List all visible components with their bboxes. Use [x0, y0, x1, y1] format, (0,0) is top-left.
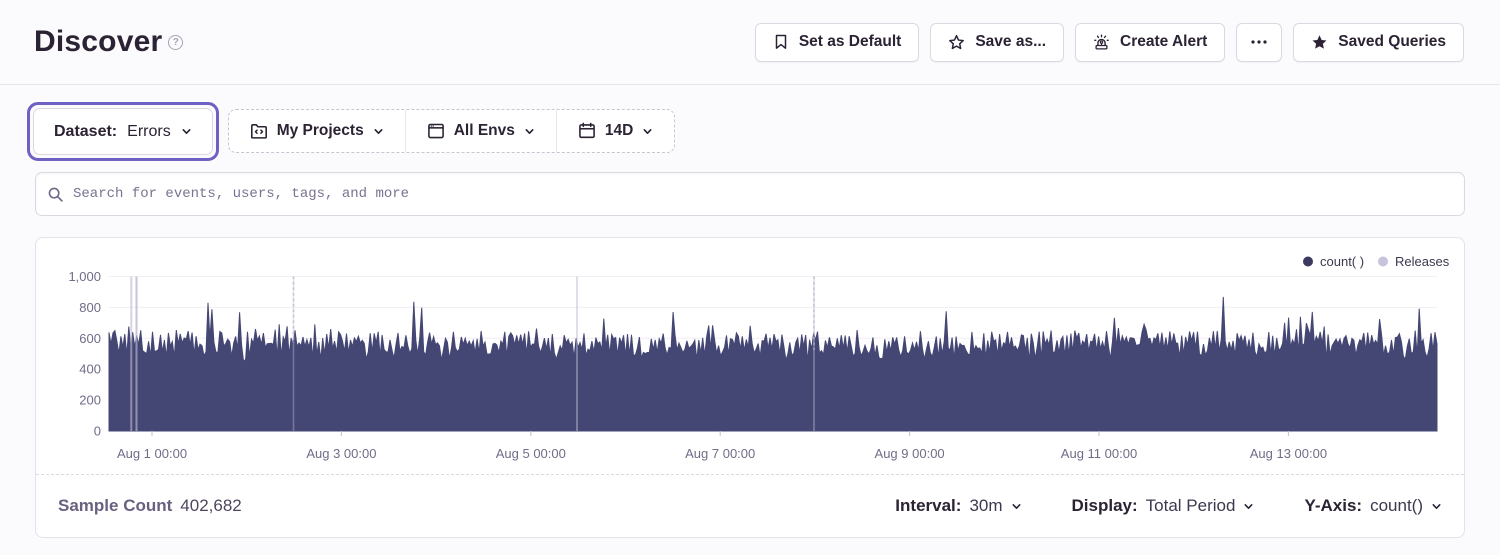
svg-text:Aug 1 00:00: Aug 1 00:00 — [117, 446, 187, 461]
svg-text:400: 400 — [79, 362, 101, 377]
svg-text:Aug 3 00:00: Aug 3 00:00 — [306, 446, 376, 461]
svg-text:Releases: Releases — [1395, 254, 1450, 269]
svg-text:Aug 9 00:00: Aug 9 00:00 — [875, 446, 945, 461]
svg-text:200: 200 — [79, 393, 101, 408]
svg-text:Aug 13 00:00: Aug 13 00:00 — [1250, 446, 1327, 461]
svg-text:600: 600 — [79, 331, 101, 346]
svg-text:0: 0 — [94, 424, 101, 439]
svg-text:Aug 7 00:00: Aug 7 00:00 — [685, 446, 755, 461]
svg-text:Aug 5 00:00: Aug 5 00:00 — [496, 446, 566, 461]
svg-text:800: 800 — [79, 300, 101, 315]
svg-text:Aug 11 00:00: Aug 11 00:00 — [1061, 446, 1137, 461]
svg-text:count( ): count( ) — [1320, 254, 1364, 269]
svg-text:1,000: 1,000 — [68, 269, 101, 284]
